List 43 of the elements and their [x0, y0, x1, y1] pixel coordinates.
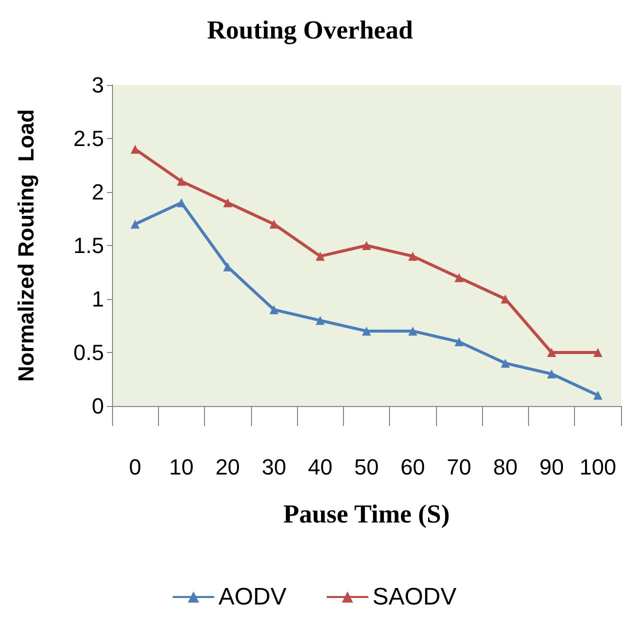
- x-tick-label: 20: [215, 454, 240, 480]
- y-tick-label: 2: [92, 180, 104, 204]
- point: [362, 241, 371, 250]
- point: [362, 326, 371, 336]
- point: [593, 390, 602, 400]
- y-axis-title: Normalized Routing Load: [14, 109, 38, 382]
- point: [176, 176, 186, 186]
- point: [547, 369, 556, 378]
- y-tick-label: 3: [92, 72, 104, 98]
- y-tick-label: 0.5: [73, 340, 104, 365]
- x-tick-label: 30: [262, 454, 286, 480]
- legend-label: SAODV: [372, 584, 457, 610]
- y-tick-label: 0: [92, 394, 104, 418]
- chart-title: Routing Overhead: [207, 16, 414, 44]
- point: [223, 198, 232, 208]
- point: [176, 198, 186, 208]
- point: [547, 348, 556, 357]
- point: [454, 273, 464, 282]
- x-tick-label: 70: [446, 454, 472, 480]
- point: [316, 252, 325, 261]
- x-tick-label: 50: [354, 454, 379, 480]
- x-tick-label: 40: [308, 454, 332, 480]
- x-axis-title: Pause Time (S): [283, 500, 450, 528]
- x-tick-label: 10: [169, 454, 194, 480]
- x-tick-label: 60: [400, 454, 426, 480]
- y-tick-label: 1.5: [73, 233, 104, 258]
- point: [408, 326, 418, 336]
- point: [130, 220, 140, 229]
- point: [454, 337, 464, 346]
- point: [408, 252, 418, 261]
- y-tick-label: 2.5: [73, 126, 104, 151]
- x-tick-label: 0: [129, 454, 142, 480]
- point: [316, 316, 325, 325]
- x-tick-label: 90: [539, 454, 564, 480]
- point: [500, 358, 510, 368]
- point: [269, 305, 278, 314]
- y-tick-label: 1: [92, 286, 104, 312]
- x-tick-label: 100: [580, 454, 616, 480]
- x-tick-label: 80: [493, 454, 518, 480]
- point: [593, 348, 602, 357]
- legend-label: AODV: [218, 584, 286, 610]
- point: [130, 144, 140, 154]
- point: [269, 220, 278, 229]
